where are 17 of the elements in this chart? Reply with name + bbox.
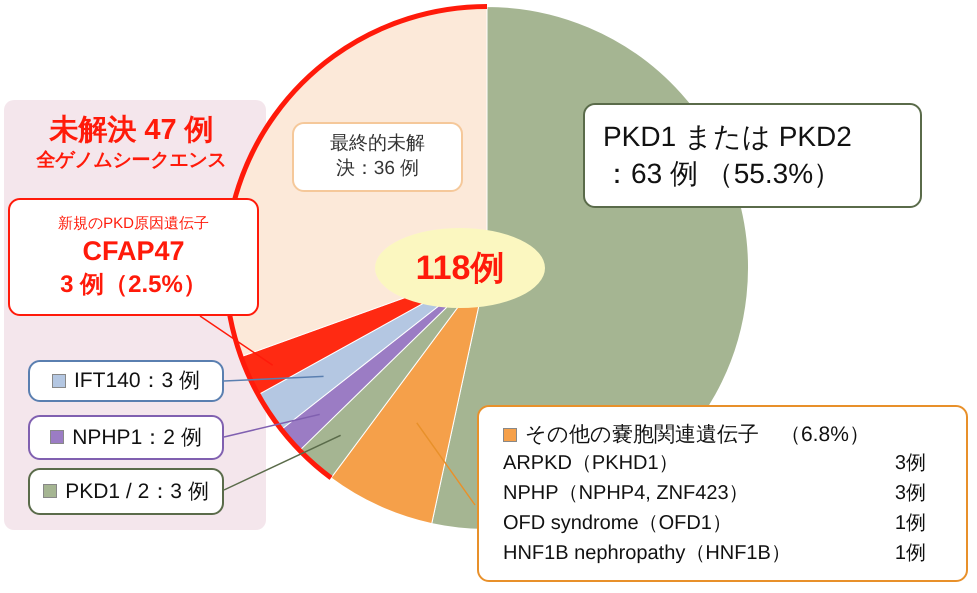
- text: 3例: [894, 481, 926, 506]
- text: 1例: [894, 541, 926, 566]
- legend-label: PKD1 / 2：3 例: [65, 478, 209, 505]
- slice-label: 最終的未解決：36 例: [329, 132, 426, 181]
- text: ARPKD（PKHD1）: [503, 451, 679, 476]
- text: 1例: [894, 511, 926, 536]
- text: 全ゲノムシークエンス: [35, 149, 228, 173]
- legend-label: IFT140：3 例: [74, 368, 200, 394]
- text: 3例: [894, 451, 926, 476]
- legend-label: その他の嚢胞関連遺伝子 （6.8%）: [525, 422, 870, 448]
- text: 未解決 47 例: [48, 113, 215, 148]
- text: OFD syndrome（OFD1）: [503, 511, 732, 536]
- text: NPHP（NPHP4, ZNF423）: [503, 481, 749, 506]
- text: HNF1B nephropathy（HNF1B）: [503, 541, 791, 566]
- legend-label: NPHP1：2 例: [72, 424, 202, 451]
- slice-label: 新規のPKD原因遺伝子 CFAP47 3 例（2.5%）: [58, 214, 209, 300]
- slice-label: PKD1 または PKD2 ：63 例 （55.3%）: [603, 120, 852, 190]
